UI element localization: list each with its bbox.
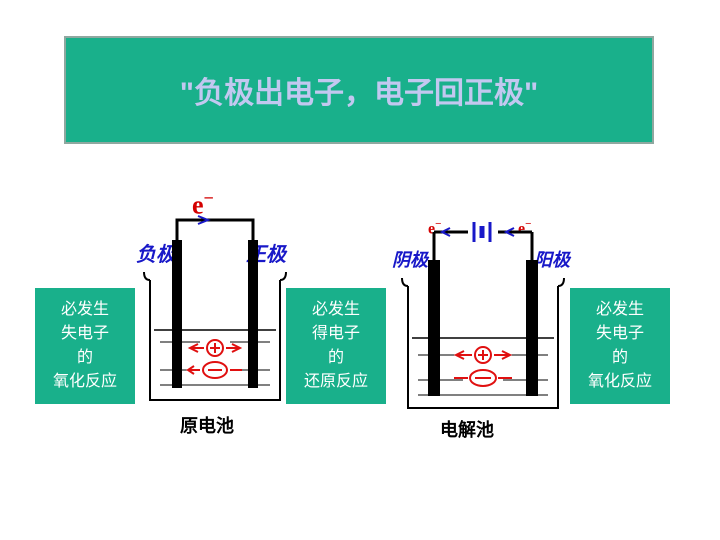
cation-icon <box>456 347 510 363</box>
galvanic-svg <box>140 210 290 410</box>
box-line: 氧化反应 <box>53 370 117 394</box>
caption-galvanic: 原电池 <box>180 412 234 438</box>
box-line: 的 <box>77 346 93 370</box>
box-line: 氧化反应 <box>588 370 652 394</box>
electrolytic-svg <box>398 220 568 420</box>
box-line: 失电子 <box>596 322 644 346</box>
box-line: 必发生 <box>61 298 109 322</box>
electrolytic-cell-diagram <box>398 220 568 420</box>
title-banner: "负极出电子，电子回正极" <box>64 36 654 144</box>
box-line: 必发生 <box>596 298 644 322</box>
info-box-right: 必发生 失电子 的 氧化反应 <box>570 288 670 404</box>
box-line: 还原反应 <box>304 370 368 394</box>
info-box-left: 必发生 失电子 的 氧化反应 <box>35 288 135 404</box>
anion-icon <box>454 370 512 386</box>
title-text: "负极出电子，电子回正极" <box>180 68 538 112</box>
box-line: 的 <box>328 346 344 370</box>
box-line: 得电子 <box>312 322 360 346</box>
box-line: 必发生 <box>312 298 360 322</box>
box-line: 失电子 <box>61 322 109 346</box>
anion-icon <box>188 362 242 378</box>
box-line: 的 <box>612 346 628 370</box>
galvanic-cell-diagram <box>140 210 290 410</box>
info-box-middle: 必发生 得电子 的 还原反应 <box>286 288 386 404</box>
